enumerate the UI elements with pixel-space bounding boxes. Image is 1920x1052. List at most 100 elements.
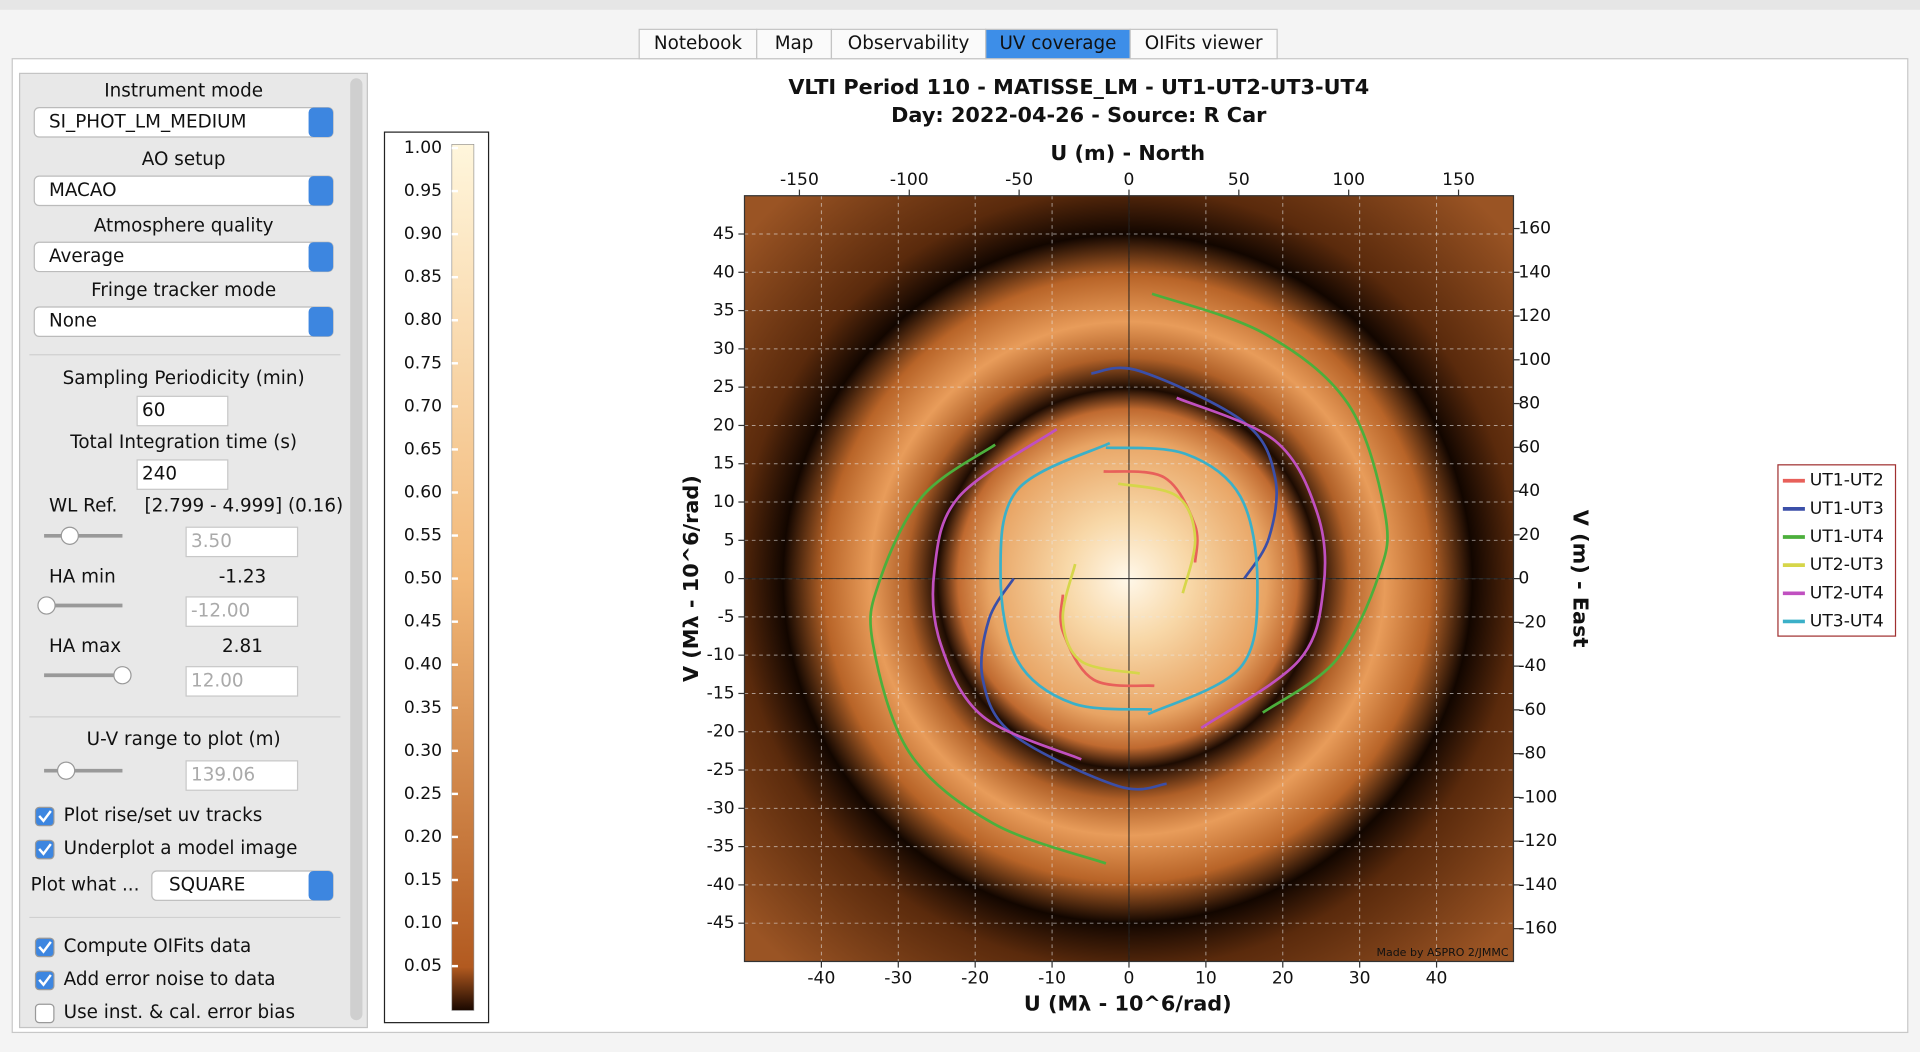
legend-label: UT2-UT4 xyxy=(1810,583,1884,603)
x-tick-label: 10 xyxy=(1195,969,1217,989)
field-value: 240 xyxy=(142,464,177,485)
label: HA min xyxy=(49,566,116,587)
label: [2.799 - 4.999] (0.16) xyxy=(144,495,343,516)
tab-label: UV coverage xyxy=(999,33,1116,54)
x2-tick-label: -150 xyxy=(780,170,819,190)
y-tick-label: 25 xyxy=(713,377,735,397)
y2-tick-label: 140 xyxy=(1518,262,1551,282)
colorbar-tick-label: 0.80 xyxy=(404,310,442,330)
checkbox[interactable] xyxy=(36,840,54,858)
y-tick-label: -10 xyxy=(707,645,735,665)
y2-tick-label: -20 xyxy=(1518,612,1546,632)
y-tick-label: -45 xyxy=(707,913,735,933)
combo-arrow[interactable] xyxy=(309,176,333,205)
checkbox[interactable] xyxy=(36,807,54,825)
colorbar-tick-label: 0.40 xyxy=(404,655,442,675)
colorbar-tick-label: 0.30 xyxy=(404,741,442,761)
combo-value: None xyxy=(49,311,97,332)
checkbox[interactable] xyxy=(36,1004,54,1022)
tab-label: Map xyxy=(775,33,814,54)
chart-subtitle: Day: 2022-04-26 - Source: R Car xyxy=(891,103,1267,127)
y-tick-label: 35 xyxy=(713,301,735,321)
label: Atmosphere quality xyxy=(94,215,274,236)
combo-arrow[interactable] xyxy=(309,307,333,336)
y2-tick-label: 120 xyxy=(1518,306,1551,326)
x2-tick-label: 100 xyxy=(1332,170,1365,190)
y-tick-label: 10 xyxy=(713,492,735,512)
x2-tick-label: 50 xyxy=(1228,170,1250,190)
watermark: Made by ASPRO 2/JMMC xyxy=(1376,946,1508,959)
label: Plot what ... xyxy=(31,875,140,896)
y2-tick-label: -140 xyxy=(1518,875,1557,895)
x-tick-label: -10 xyxy=(1038,969,1066,989)
x2-tick-label: 150 xyxy=(1442,170,1475,190)
label: Instrument mode xyxy=(104,81,263,102)
checkbox[interactable] xyxy=(36,971,54,989)
title-strip xyxy=(0,0,1920,10)
label: Fringe tracker mode xyxy=(91,280,276,301)
legend-label: UT1-UT4 xyxy=(1810,527,1884,547)
checkbox[interactable] xyxy=(36,938,54,956)
y2-tick-label: -60 xyxy=(1518,700,1546,720)
colorbar-tick-label: 0.55 xyxy=(404,526,442,546)
legend-label: UT1-UT2 xyxy=(1810,471,1884,491)
x2-tick-label: 0 xyxy=(1124,170,1135,190)
label: WL Ref. xyxy=(49,495,117,516)
colorbar-tick-label: 1.00 xyxy=(404,138,442,158)
legend-label: UT2-UT3 xyxy=(1810,555,1884,575)
x-tick-label: 40 xyxy=(1426,969,1448,989)
x-tick-label: 0 xyxy=(1124,969,1135,989)
combo-value: MACAO xyxy=(49,180,117,201)
tab-label: OIFits viewer xyxy=(1145,33,1263,54)
y-tick-label: -5 xyxy=(718,607,735,627)
field-value: -12.00 xyxy=(191,601,250,622)
y2-tick-label: 80 xyxy=(1518,394,1540,414)
colorbar-tick-label: 0.90 xyxy=(404,224,442,244)
colorbar-tick-label: 0.70 xyxy=(404,396,442,416)
colorbar-tick-label: 0.45 xyxy=(404,612,442,632)
combo-arrow[interactable] xyxy=(309,871,333,900)
combo-arrow[interactable] xyxy=(309,108,333,137)
y2-tick-label: -40 xyxy=(1518,656,1546,676)
x-tick-label: -30 xyxy=(884,969,912,989)
value: 2.81 xyxy=(222,636,263,657)
chart-title: VLTI Period 110 - MATISSE_LM - UT1-UT2-U… xyxy=(788,75,1369,99)
x-tick-label: 30 xyxy=(1349,969,1371,989)
y2-tick-label: 60 xyxy=(1518,437,1540,457)
field-value: 3.50 xyxy=(191,531,232,552)
checkbox-label: Underplot a model image xyxy=(64,838,298,859)
y-tick-label: 20 xyxy=(713,415,735,435)
label: Sampling Periodicity (min) xyxy=(63,368,305,389)
label: Total Integration time (s) xyxy=(69,432,297,453)
y-tick-label: -15 xyxy=(707,683,735,703)
page: NotebookMapObservabilityUV coverageOIFit… xyxy=(0,0,1920,1052)
y-tick-label: 40 xyxy=(713,262,735,282)
colorbar-tick-label: 0.20 xyxy=(404,827,442,847)
y-tick-label: -35 xyxy=(707,837,735,857)
y-tick-label: 45 xyxy=(713,224,735,244)
scrollbar[interactable] xyxy=(350,78,362,1020)
colorbar-tick-label: 0.35 xyxy=(404,698,442,718)
colorbar-tick-label: 0.60 xyxy=(404,482,442,502)
y-tick-label: -25 xyxy=(707,760,735,780)
combo-arrow[interactable] xyxy=(309,242,333,271)
x-tick-label: -20 xyxy=(961,969,989,989)
x2-tick-label: -100 xyxy=(890,170,929,190)
checkbox-label: Add error noise to data xyxy=(64,969,276,990)
x-axis-label: U (Mλ - 10^6/rad) xyxy=(1024,991,1232,1015)
x2-tick-label: -50 xyxy=(1005,170,1033,190)
combo-value: SI_PHOT_LM_MEDIUM xyxy=(49,111,246,132)
y2-tick-label: 160 xyxy=(1518,219,1551,239)
label: U-V range to plot (m) xyxy=(87,729,281,750)
y2-tick-label: 20 xyxy=(1518,525,1540,545)
x-tick-label: 20 xyxy=(1272,969,1294,989)
colorbar-tick-label: 0.85 xyxy=(404,267,442,287)
y-tick-label: 30 xyxy=(713,339,735,359)
tab-label: Notebook xyxy=(654,33,743,54)
field-value: 60 xyxy=(142,400,165,421)
legend-label: UT1-UT3 xyxy=(1810,499,1884,519)
y-tick-label: -40 xyxy=(707,875,735,895)
colorbar-tick-label: 0.75 xyxy=(404,353,442,373)
app-window: NotebookMapObservabilityUV coverageOIFit… xyxy=(0,0,1920,1052)
